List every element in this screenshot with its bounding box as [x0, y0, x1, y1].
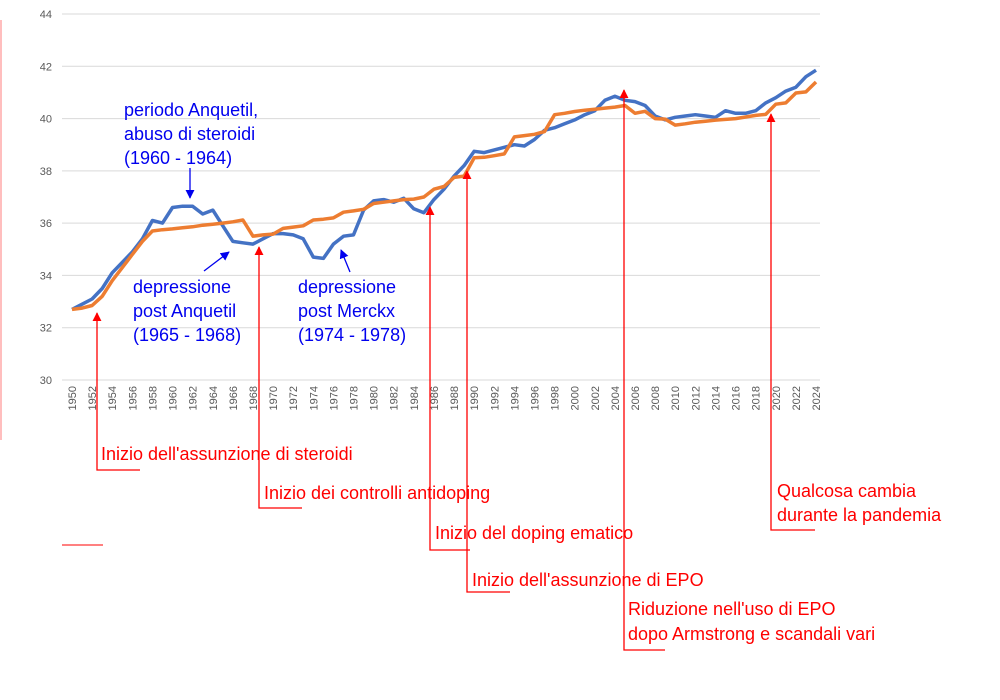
annotation-text: Inizio del doping ematico — [435, 523, 633, 543]
x-tick-label: 2006 — [630, 386, 642, 410]
x-tick-label: 2014 — [710, 386, 722, 410]
x-tick-label: 2010 — [670, 386, 682, 410]
y-tick-label: 36 — [40, 218, 52, 230]
x-tick-label: 1972 — [288, 386, 300, 410]
annotation-post-anquetil: depressione post Anquetil (1965 - 1968) — [133, 251, 241, 345]
x-tick-label: 2022 — [791, 386, 803, 410]
annotation-post-merckx: depressione post Merckx (1974 - 1978) — [298, 249, 406, 345]
annotation-text: durante la pandemia — [777, 505, 942, 525]
annotation-riduzione-epo: Riduzione nell'uso di EPO dopo Armstrong… — [619, 89, 875, 651]
x-tick-label: 2020 — [771, 386, 783, 410]
y-tick-label: 38 — [40, 166, 52, 178]
annotation-text: depressione — [133, 277, 231, 297]
x-tick-label: 1954 — [107, 386, 119, 410]
x-tick-label: 1952 — [87, 386, 99, 410]
x-tick-label: 1996 — [529, 386, 541, 410]
y-tick-label: 30 — [40, 375, 52, 387]
x-tick-label: 2016 — [731, 386, 743, 410]
x-tick-label: 1968 — [248, 386, 260, 410]
annotation-text: (1965 - 1968) — [133, 325, 241, 345]
annotation-arrow — [92, 312, 140, 471]
x-tick-label: 2004 — [610, 386, 622, 410]
x-tick-label: 1980 — [369, 386, 381, 410]
x-tick-label: 1986 — [429, 386, 441, 410]
series-line-1 — [71, 68, 817, 311]
annotation-arrow — [254, 246, 302, 509]
annotation-steroidi: Inizio dell'assunzione di steroidi — [92, 312, 353, 471]
annotation-doping-ematico: Inizio del doping ematico — [425, 206, 633, 551]
annotation-text: (1960 - 1964) — [124, 148, 232, 168]
x-tick-label: 1984 — [409, 386, 421, 410]
x-tick-label: 1990 — [469, 386, 481, 410]
annotation-text: Riduzione nell'uso di EPO — [628, 599, 836, 619]
annotation-text: depressione — [298, 277, 396, 297]
x-tick-label: 1974 — [308, 386, 320, 410]
annotation-epo: Inizio dell'assunzione di EPO — [462, 170, 704, 593]
annotation-text: Inizio dell'assunzione di steroidi — [101, 444, 353, 464]
x-tick-label: 2002 — [590, 386, 602, 410]
annotation-arrow — [462, 170, 510, 593]
y-tick-label: 32 — [40, 323, 52, 335]
x-tick-label: 2024 — [811, 386, 823, 410]
x-tick-label: 2018 — [751, 386, 763, 410]
x-tick-label: 1962 — [188, 386, 200, 410]
x-tick-label: 1966 — [228, 386, 240, 410]
y-tick-label: 42 — [40, 61, 52, 73]
x-tick-label: 1988 — [449, 386, 461, 410]
annotation-antidoping: Inizio dei controlli antidoping — [254, 246, 490, 509]
annotation-text: abuso di steroidi — [124, 124, 255, 144]
y-axis-ticks: 30 32 34 36 38 40 42 44 — [40, 9, 52, 387]
x-tick-label: 1970 — [268, 386, 280, 410]
series-line-2 — [71, 80, 818, 312]
gridlines — [62, 13, 820, 381]
annotation-text: Inizio dei controlli antidoping — [264, 483, 490, 503]
annotation-arrow — [339, 249, 351, 273]
annotation-arrow — [619, 89, 665, 651]
x-tick-label: 1950 — [67, 386, 79, 410]
x-tick-label: 2000 — [570, 386, 582, 410]
x-axis-ticks: 1950 1952 1954 1956 1958 1960 1962 1964 1966 1968… — [67, 386, 823, 410]
x-tick-label: 1992 — [489, 386, 501, 410]
annotation-text: dopo Armstrong e scandali vari — [628, 624, 875, 644]
x-tick-label: 1956 — [127, 386, 139, 410]
annotation-text: post Merckx — [298, 301, 395, 321]
annotation-pandemia: Qualcosa cambia durante la pandemia — [766, 113, 942, 531]
y-tick-label: 44 — [40, 9, 52, 21]
annotation-arrow — [425, 206, 470, 551]
x-tick-label: 1978 — [349, 386, 361, 410]
series-lines — [71, 68, 818, 312]
x-tick-label: 2008 — [650, 386, 662, 410]
annotation-anquetil: periodo Anquetil, abuso di steroidi (196… — [124, 100, 258, 199]
x-tick-label: 1960 — [168, 386, 180, 410]
x-tick-label: 1994 — [509, 386, 521, 410]
annotation-text: periodo Anquetil, — [124, 100, 258, 120]
annotation-arrow — [766, 113, 815, 531]
x-tick-label: 1982 — [389, 386, 401, 410]
y-tick-label: 34 — [40, 270, 52, 282]
annotation-text: post Anquetil — [133, 301, 236, 321]
x-tick-label: 1958 — [147, 386, 159, 410]
y-tick-label: 40 — [40, 114, 52, 126]
annotation-arrow — [203, 251, 230, 272]
x-tick-label: 1976 — [328, 386, 340, 410]
x-tick-label: 1998 — [550, 386, 562, 410]
annotation-text: (1974 - 1978) — [298, 325, 406, 345]
x-tick-label: 2012 — [690, 386, 702, 410]
annotation-text: Qualcosa cambia — [777, 481, 917, 501]
x-tick-label: 1964 — [208, 386, 220, 410]
annotation-text: Inizio dell'assunzione di EPO — [472, 570, 704, 590]
